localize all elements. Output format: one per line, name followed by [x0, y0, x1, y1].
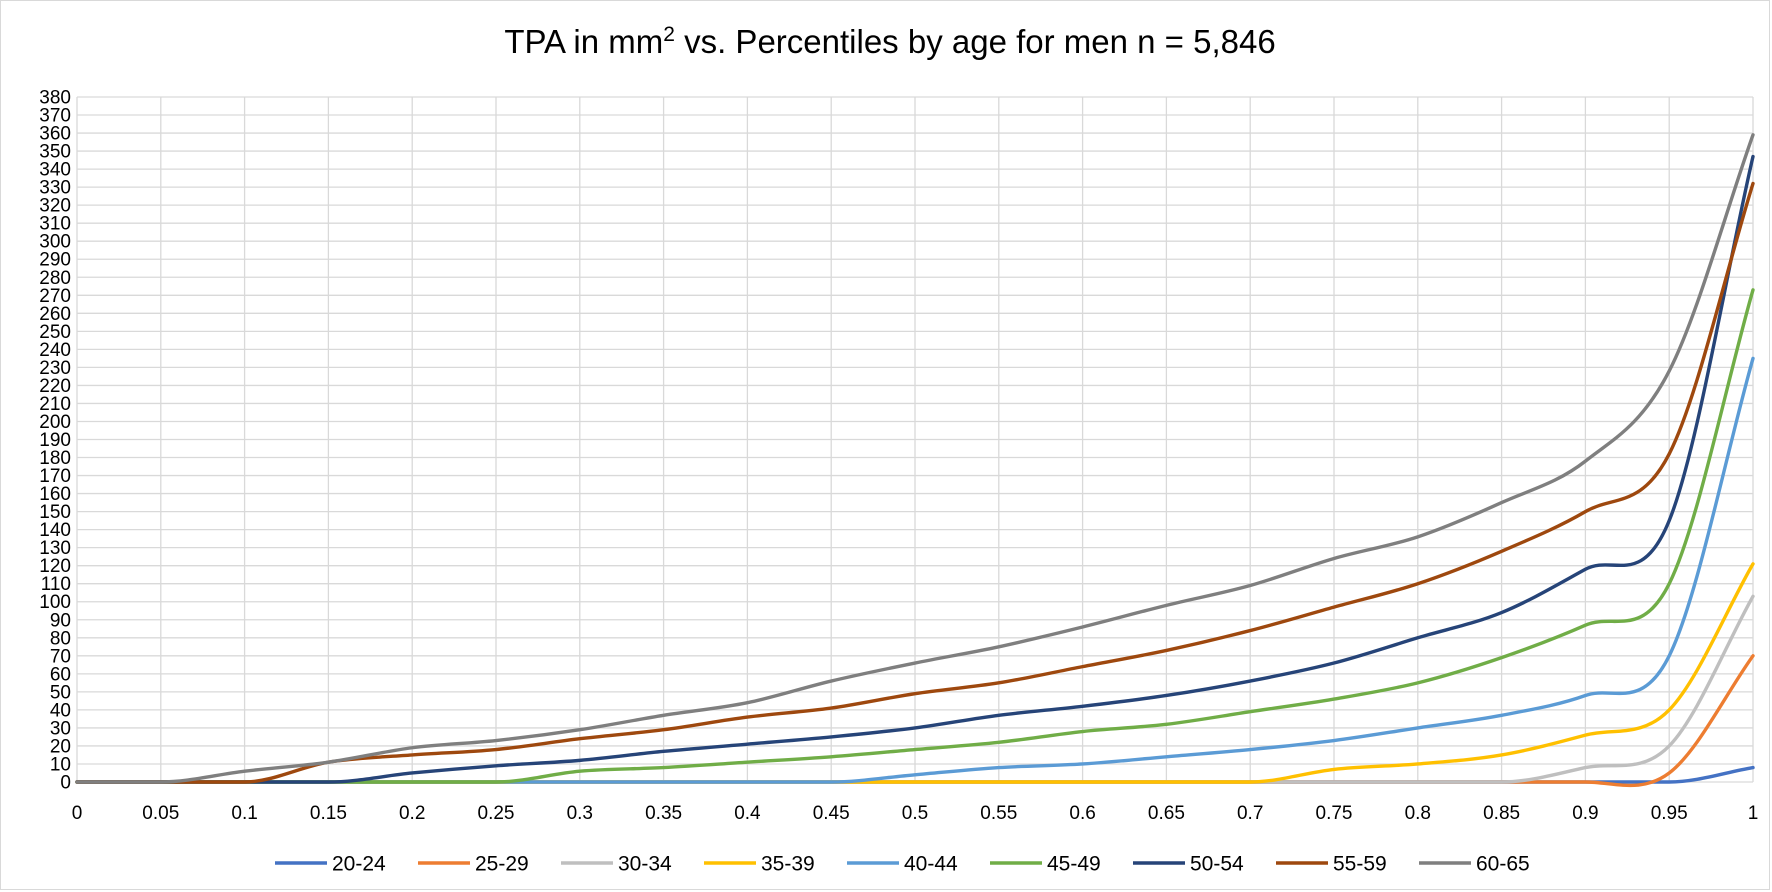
y-tick-label: 280: [39, 268, 71, 289]
y-tick-label: 330: [39, 178, 71, 199]
legend-label: 50-54: [1190, 853, 1244, 876]
series-line-60-65: [75, 133, 1755, 784]
y-tick-label: 160: [39, 484, 71, 505]
y-tick-label: 40: [50, 700, 71, 721]
legend-item-55-59: 55-59: [1276, 853, 1387, 876]
legend-label: 40-44: [904, 853, 958, 876]
y-tick-label: 60: [50, 664, 71, 685]
y-tick-label: 250: [39, 322, 71, 343]
x-axis-tick-labels: 0 0.05 0.1 0.15 0.2 0.25 0.3 0.35 0.4 0.45 0.5 0.55…: [72, 803, 1759, 824]
legend-item-30-34: 30-34: [561, 853, 672, 876]
x-tick-label: 0: [72, 803, 83, 824]
legend-item-50-54: 50-54: [1133, 853, 1244, 876]
legend-item-60-65: 60-65: [1419, 853, 1530, 876]
y-tick-label: 310: [39, 214, 71, 235]
x-tick-label: 0.85: [1483, 803, 1520, 824]
y-tick-label: 130: [39, 538, 71, 559]
x-tick-label: 0.75: [1316, 803, 1353, 824]
x-tick-label: 0.7: [1237, 803, 1263, 824]
legend-label: 35-39: [761, 853, 815, 876]
x-tick-label: 0.65: [1148, 803, 1185, 824]
x-tick-label: 0.3: [567, 803, 593, 824]
y-tick-label: 90: [50, 610, 71, 631]
legend-item-35-39: 35-39: [704, 853, 815, 876]
y-tick-label: 20: [50, 736, 71, 757]
x-tick-label: 0.4: [734, 803, 761, 824]
y-tick-label: 70: [50, 646, 71, 667]
x-tick-label: 0.1: [231, 803, 257, 824]
y-tick-label: 50: [50, 682, 71, 703]
y-axis-tick-labels: 0102030405060708090100110120130140150160…: [39, 88, 71, 794]
y-tick-label: 300: [39, 232, 71, 253]
y-tick-label: 350: [39, 142, 71, 163]
x-tick-label: 0.2: [399, 803, 425, 824]
y-tick-label: 200: [39, 412, 71, 433]
x-tick-label: 0.55: [980, 803, 1017, 824]
legend-item-25-29: 25-29: [418, 853, 529, 876]
x-tick-label: 1: [1748, 803, 1759, 824]
y-tick-label: 180: [39, 448, 71, 469]
legend-label: 20-24: [332, 853, 386, 876]
y-tick-label: 240: [39, 340, 71, 361]
y-tick-label: 360: [39, 124, 71, 145]
y-tick-label: 290: [39, 250, 71, 271]
series-line-45-49: [75, 288, 1755, 784]
legend-label: 45-49: [1047, 853, 1101, 876]
y-tick-label: 190: [39, 430, 71, 451]
legend-label: 25-29: [475, 853, 529, 876]
x-tick-label: 0.15: [310, 803, 347, 824]
x-tick-label: 0.5: [902, 803, 928, 824]
legend-item-45-49: 45-49: [990, 853, 1101, 876]
x-tick-label: 0.8: [1405, 803, 1431, 824]
legend-item-20-24: 20-24: [275, 853, 386, 876]
y-tick-label: 210: [39, 394, 71, 415]
series-line-50-54: [75, 154, 1755, 784]
y-tick-label: 100: [39, 592, 71, 613]
series-line-55-59: [75, 181, 1755, 784]
y-tick-label: 150: [39, 502, 71, 523]
y-tick-label: 320: [39, 196, 71, 217]
legend: 20-24 25-29 30-34 35-39 40-44 45-49 50-54 55-59…: [275, 853, 1530, 876]
y-tick-label: 120: [39, 556, 71, 577]
chart-title-rest: vs. Percentiles by age for men n = 5,846: [675, 23, 1276, 60]
series-lines: [75, 133, 1755, 788]
y-tick-label: 260: [39, 304, 71, 325]
x-tick-label: 0.6: [1069, 803, 1095, 824]
gridlines: [76, 96, 1754, 783]
chart-title-superscript: 2: [663, 23, 675, 46]
y-tick-label: 370: [39, 106, 71, 127]
y-tick-label: 110: [41, 574, 71, 595]
legend-label: 55-59: [1333, 853, 1387, 876]
x-tick-label: 0.95: [1651, 803, 1688, 824]
x-tick-label: 0.45: [813, 803, 850, 824]
y-tick-label: 340: [39, 160, 71, 181]
y-tick-label: 170: [39, 466, 71, 487]
chart-title: TPA in mm2 vs. Percentiles by age for me…: [504, 23, 1275, 60]
y-tick-label: 30: [50, 718, 71, 739]
x-tick-label: 0.35: [645, 803, 682, 824]
legend-item-40-44: 40-44: [847, 853, 958, 876]
y-tick-label: 0: [60, 773, 71, 794]
y-tick-label: 220: [39, 376, 71, 397]
x-tick-label: 0.05: [142, 803, 179, 824]
y-tick-label: 230: [39, 358, 71, 379]
y-tick-label: 270: [39, 286, 71, 307]
x-tick-label: 0.25: [478, 803, 515, 824]
y-tick-label: 380: [39, 88, 71, 109]
y-tick-label: 140: [39, 520, 71, 541]
x-tick-label: 0.9: [1572, 803, 1598, 824]
y-tick-label: 80: [50, 628, 71, 649]
legend-label: 60-65: [1476, 853, 1530, 876]
y-tick-label: 10: [50, 754, 71, 775]
chart-title-main: TPA in mm: [504, 23, 663, 60]
legend-label: 30-34: [618, 853, 672, 876]
